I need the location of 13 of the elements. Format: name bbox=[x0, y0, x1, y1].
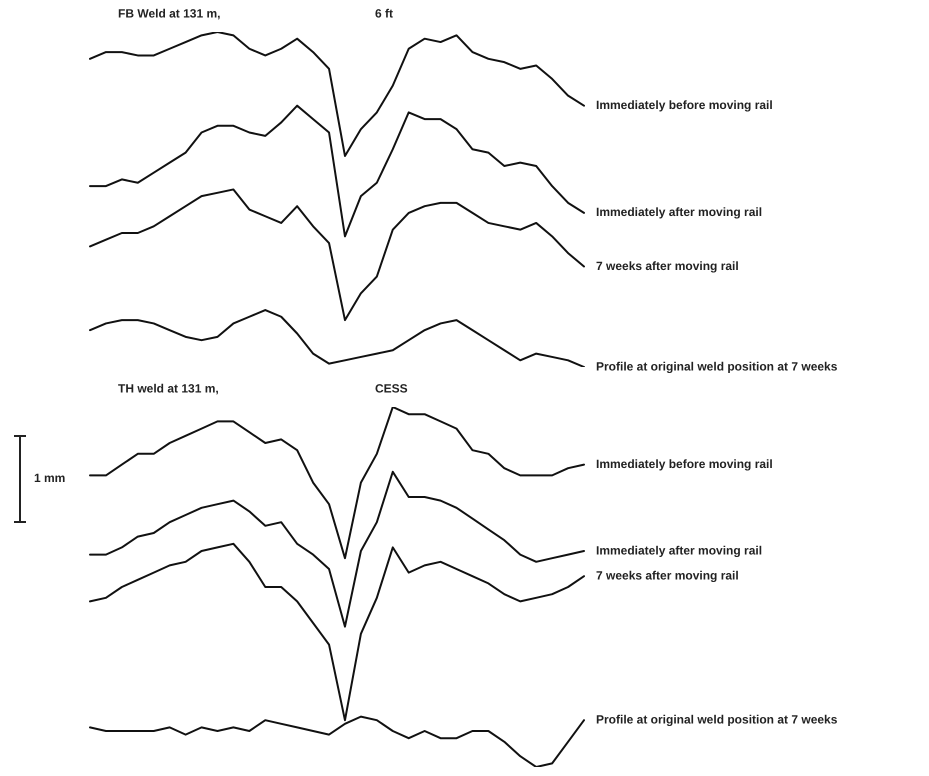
series-label: 7 weeks after moving rail bbox=[596, 258, 739, 273]
chart-title: TH weld at 131 m, bbox=[118, 381, 219, 396]
chart-subtitle: 6 ft bbox=[375, 6, 394, 20]
chart-title: FB Weld at 131 m, bbox=[118, 6, 220, 20]
text: 1 mm bbox=[34, 471, 66, 485]
series-label: Profile at original weld position at 7 weeks bbox=[596, 712, 838, 727]
series-label: Immediately before moving rail bbox=[596, 456, 773, 471]
series-label: Immediately after moving rail bbox=[596, 205, 762, 220]
chart-subtitle: CESS bbox=[375, 381, 408, 396]
series-label: 7 weeks after moving rail bbox=[596, 568, 739, 583]
series-label: Profile at original weld position at 7 weeks bbox=[596, 359, 838, 374]
series-label: Immediately after moving rail bbox=[596, 543, 762, 558]
series-label: Immediately before moving rail bbox=[596, 98, 773, 112]
